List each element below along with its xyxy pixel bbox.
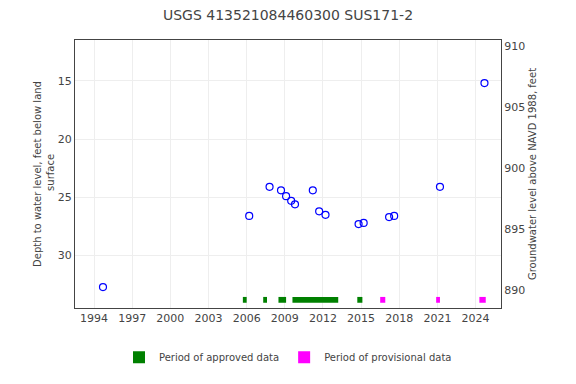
svg-text:Depth to water level, feet bel: Depth to water level, feet below land su… — [32, 81, 56, 267]
svg-text:Period of approved data: Period of approved data — [159, 352, 279, 363]
svg-text:30: 30 — [58, 249, 72, 262]
svg-text:2021: 2021 — [423, 312, 451, 325]
svg-text:Groundwater level above NAVD 1: Groundwater level above NAVD 1988, feet — [527, 68, 538, 280]
svg-text:20: 20 — [58, 133, 72, 146]
svg-text:890: 890 — [504, 284, 525, 297]
svg-text:2003: 2003 — [195, 312, 223, 325]
svg-text:2015: 2015 — [347, 312, 375, 325]
svg-text:2012: 2012 — [309, 312, 337, 325]
svg-text:900: 900 — [504, 162, 525, 175]
svg-text:USGS 413521084460300 SUS171-2: USGS 413521084460300 SUS171-2 — [163, 7, 413, 23]
svg-text:895: 895 — [504, 223, 525, 236]
svg-text:2006: 2006 — [233, 312, 261, 325]
svg-text:2018: 2018 — [385, 312, 413, 325]
svg-text:1994: 1994 — [80, 312, 108, 325]
svg-text:25: 25 — [58, 191, 72, 204]
svg-text:2024: 2024 — [462, 312, 490, 325]
svg-text:2000: 2000 — [156, 312, 184, 325]
svg-text:Period of provisional data: Period of provisional data — [324, 352, 451, 363]
svg-text:15: 15 — [58, 75, 72, 88]
svg-text:910: 910 — [504, 40, 525, 53]
svg-text:905: 905 — [504, 101, 525, 114]
svg-text:2009: 2009 — [271, 312, 299, 325]
svg-text:1997: 1997 — [118, 312, 146, 325]
